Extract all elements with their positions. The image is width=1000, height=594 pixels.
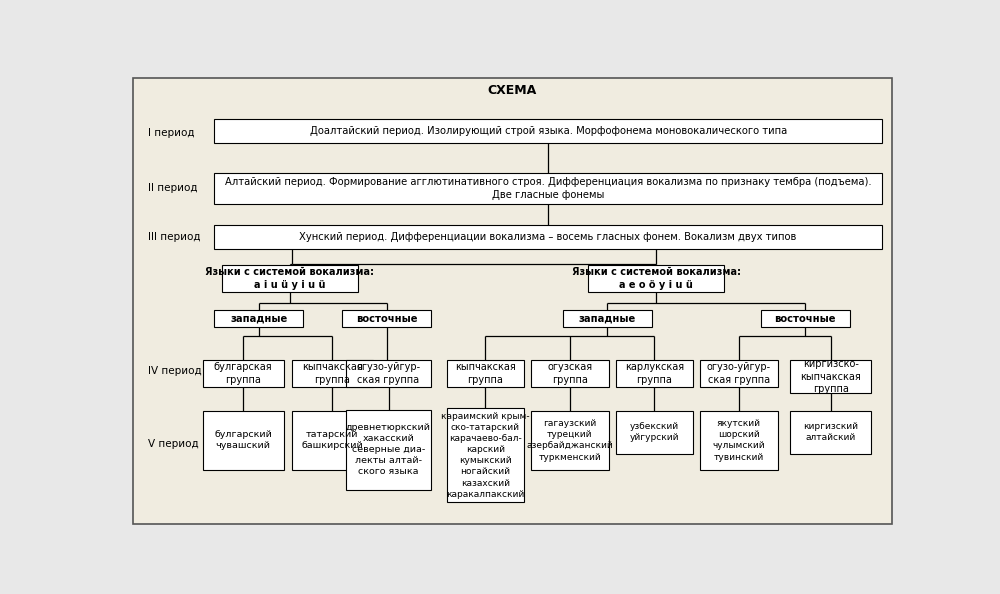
FancyBboxPatch shape [214, 225, 882, 249]
Text: булгарская
группа: булгарская группа [214, 362, 272, 385]
FancyBboxPatch shape [214, 173, 882, 204]
FancyBboxPatch shape [202, 410, 284, 470]
Text: огузская
группа: огузская группа [547, 362, 592, 385]
Text: III период: III период [148, 232, 201, 242]
Text: Доалтайский период. Изолирующий строй языка. Морфофонема моновокалического типа: Доалтайский период. Изолирующий строй яз… [310, 126, 787, 136]
Text: карлукская
группа: карлукская группа [625, 362, 684, 385]
FancyBboxPatch shape [563, 310, 652, 327]
Text: Алтайский период. Формирование агглютинативного строя. Дифференциация вокализма : Алтайский период. Формирование агглютина… [225, 177, 871, 200]
Text: булгарский
чувашский: булгарский чувашский [214, 430, 272, 450]
Text: Языки с системой вокализма:
a i u ü y i u ü: Языки с системой вокализма: a i u ü y i … [205, 267, 374, 290]
Text: огузо-уйгур-
ская группа: огузо-уйгур- ская группа [356, 362, 421, 385]
FancyBboxPatch shape [222, 265, 358, 292]
FancyBboxPatch shape [346, 361, 431, 387]
FancyBboxPatch shape [214, 310, 303, 327]
Text: гагаузский
турецкий
азербайджанский
туркменский: гагаузский турецкий азербайджанский турк… [526, 419, 613, 462]
Text: IV период: IV период [148, 366, 202, 376]
FancyBboxPatch shape [531, 410, 609, 470]
Text: I период: I период [148, 128, 195, 138]
Text: татарский
башкирский: татарский башкирский [301, 430, 363, 450]
FancyBboxPatch shape [700, 361, 778, 387]
FancyBboxPatch shape [133, 78, 892, 524]
Text: Языки с системой вокализма:
a e o ö y i u ü: Языки с системой вокализма: a e o ö y i … [572, 267, 741, 290]
Text: западные: западные [579, 314, 636, 324]
Text: V период: V период [148, 439, 199, 449]
FancyBboxPatch shape [214, 119, 882, 143]
Text: узбекский
уйгурский: узбекский уйгурский [630, 422, 679, 443]
FancyBboxPatch shape [761, 310, 850, 327]
FancyBboxPatch shape [531, 361, 609, 387]
Text: Хунский период. Дифференциации вокализма – восемь гласных фонем. Вокализм двух т: Хунский период. Дифференциации вокализма… [299, 232, 797, 242]
FancyBboxPatch shape [292, 361, 373, 387]
Text: караимский крым-
ско-татарский
карачаево-бал-
карский
кумыкский
ногайский
казахс: караимский крым- ско-татарский карачаево… [441, 412, 530, 498]
FancyBboxPatch shape [447, 408, 524, 502]
FancyBboxPatch shape [588, 265, 724, 292]
Text: II период: II период [148, 183, 198, 193]
Text: СХЕМА: СХЕМА [488, 84, 537, 97]
FancyBboxPatch shape [342, 310, 431, 327]
Text: восточные: восточные [356, 314, 417, 324]
Text: западные: западные [230, 314, 287, 324]
FancyBboxPatch shape [292, 410, 373, 470]
FancyBboxPatch shape [616, 410, 693, 454]
Text: огузо-уйгур-
ская группа: огузо-уйгур- ская группа [707, 362, 771, 385]
Text: киргизский
алтайский: киргизский алтайский [803, 422, 858, 443]
Text: кыпчакская
группа: кыпчакская группа [455, 362, 516, 385]
FancyBboxPatch shape [202, 361, 284, 387]
Text: киргизско-
кыпчакская
группа: киргизско- кыпчакская группа [800, 359, 861, 394]
FancyBboxPatch shape [447, 361, 524, 387]
FancyBboxPatch shape [346, 410, 431, 490]
Text: восточные: восточные [774, 314, 836, 324]
Text: кыпчакская
группа: кыпчакская группа [302, 362, 363, 385]
FancyBboxPatch shape [790, 410, 871, 454]
Text: якутский
шорский
чулымский
тувинский: якутский шорский чулымский тувинский [712, 419, 765, 462]
Text: древнетюркский
хакасский
северные диа-
лекты алтай-
ского языка: древнетюркский хакасский северные диа- л… [346, 423, 431, 476]
FancyBboxPatch shape [790, 361, 871, 393]
FancyBboxPatch shape [616, 361, 693, 387]
FancyBboxPatch shape [700, 410, 778, 470]
